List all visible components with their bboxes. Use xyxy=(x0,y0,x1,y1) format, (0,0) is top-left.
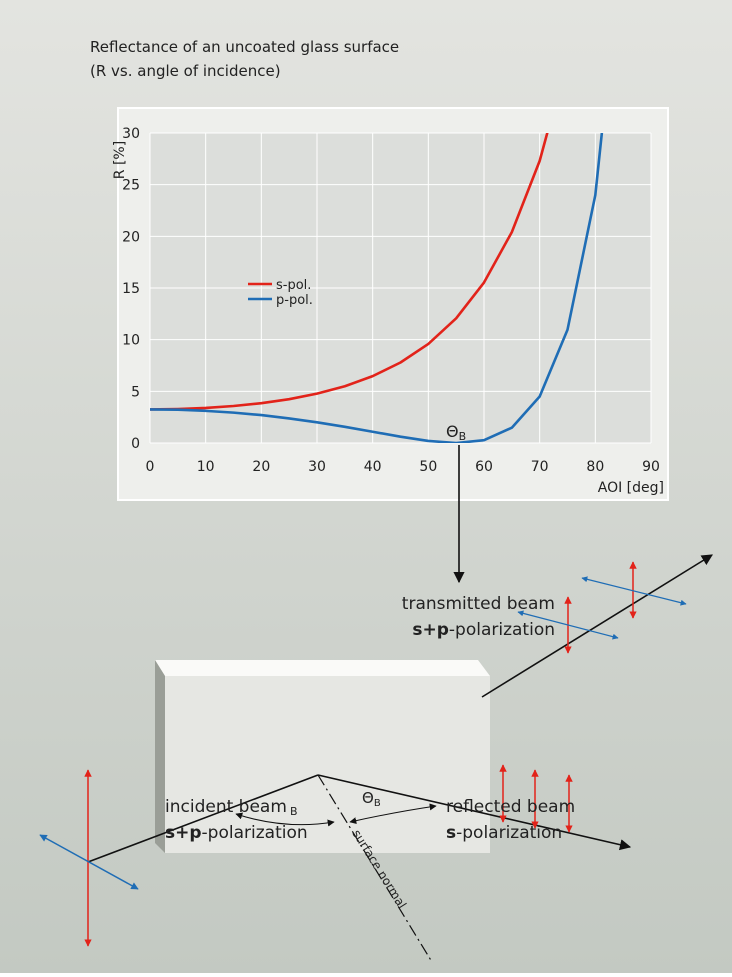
y-tick-label: 20 xyxy=(122,229,140,245)
angle-label-b: B xyxy=(290,805,298,818)
y-tick-label: 30 xyxy=(122,126,140,142)
pol-bold: s+p xyxy=(412,620,449,640)
transmitted-pol: s+p-polarization xyxy=(412,620,555,640)
pol-rest: -polarization xyxy=(202,823,308,843)
x-tick-label: 90 xyxy=(642,459,660,475)
reflected-beam xyxy=(317,774,632,851)
glass-side xyxy=(155,660,165,853)
axes: 0 5 10 15 20 25 30 0 10 20 30 40 50 60 70 80 90 s-pol.p-p… xyxy=(122,126,660,475)
brewster-annotation: ΘB xyxy=(446,422,466,443)
x-tick-label: 70 xyxy=(531,459,549,475)
y-tick-label: 5 xyxy=(131,384,140,400)
pol-arrow-p xyxy=(581,576,687,606)
reflected-title: reflected beam xyxy=(446,797,575,817)
x-tick-label: 30 xyxy=(308,459,326,475)
transmitted-title: transmitted beam xyxy=(402,594,555,614)
pol-bold: s xyxy=(446,823,456,843)
x-tick-label: 60 xyxy=(475,459,493,475)
x-tick-label: 0 xyxy=(146,459,155,475)
angle-theta: Θ xyxy=(362,789,374,807)
pol-arrow-p xyxy=(517,610,619,640)
pol-bold: s+p xyxy=(165,823,202,843)
grid xyxy=(149,132,652,444)
y-tick-label: 25 xyxy=(122,178,140,194)
x-axis-label: AOI [deg] xyxy=(598,480,664,496)
series-line xyxy=(150,133,604,443)
y-tick-label: 10 xyxy=(122,333,140,349)
legend-label: p-pol. xyxy=(276,293,313,308)
reflected-pol: s-polarization xyxy=(446,823,562,843)
pol-arrow-p xyxy=(39,834,139,890)
chart-subtitle: (R vs. angle of incidence) xyxy=(90,62,281,80)
legend-label: s-pol. xyxy=(276,278,311,293)
x-tick-label: 10 xyxy=(197,459,215,475)
y-tick-label: 0 xyxy=(131,436,140,452)
x-tick-label: 50 xyxy=(419,459,437,475)
pol-rest: -polarization xyxy=(449,620,555,640)
angle-theta-sub: B xyxy=(374,798,381,809)
x-tick-label: 80 xyxy=(586,459,604,475)
surface-normal-line xyxy=(317,774,433,963)
glass-top xyxy=(155,660,490,676)
y-tick-label: 15 xyxy=(122,281,140,297)
annotation-text: Θ xyxy=(446,422,459,441)
pol-rest: -polarization xyxy=(456,823,562,843)
y-axis-label: R [%] xyxy=(112,141,128,179)
angle-arc-theta xyxy=(349,803,437,825)
incident-pol: s+p-polarization xyxy=(165,823,308,843)
series-line xyxy=(150,133,549,411)
angle-arc-b xyxy=(235,812,335,827)
chart-title: Reflectance of an uncoated glass surface xyxy=(90,38,399,56)
x-tick-label: 20 xyxy=(252,459,270,475)
plot-lines xyxy=(150,133,604,443)
x-tick-label: 40 xyxy=(364,459,382,475)
annotation-sub: B xyxy=(459,430,467,443)
angle-label-theta: ΘB xyxy=(362,789,381,809)
incident-title: incident beam xyxy=(165,797,287,817)
